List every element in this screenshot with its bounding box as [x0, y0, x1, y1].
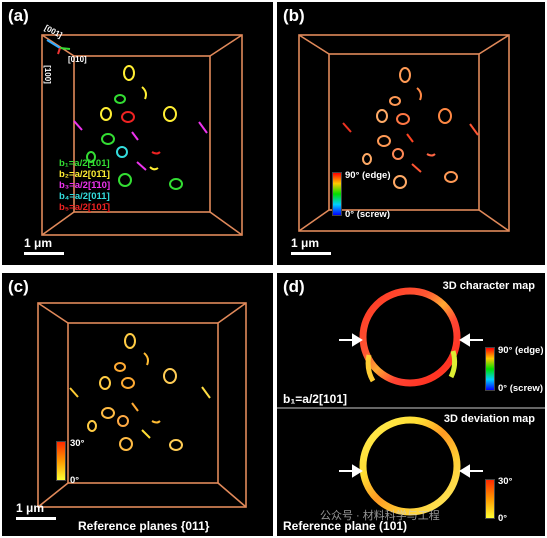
panel-d: (d) 3D character map 90° (edge) 0° (scre… [277, 273, 545, 536]
deviation-colorbar [56, 441, 66, 481]
colorbar-top-label: 30° [498, 476, 513, 487]
panel-d-label: (d) [283, 277, 305, 296]
legend-b1: b₁=a/2[101] [59, 158, 110, 169]
colorbar-bottom-label: 0° [70, 475, 80, 486]
panel-d-divider [277, 407, 545, 409]
colorbar-top-label: 90° (edge) [345, 170, 391, 181]
panel-c-graphic [37, 302, 247, 508]
panel-a: (a) [001] [010] [100] b₁=a/2[101] b₂=a/2… [2, 2, 273, 265]
scale-bar-b-line [291, 252, 331, 255]
character-colorbar [332, 172, 342, 216]
arrow-right-icon [352, 464, 363, 478]
dislocation-loops [69, 333, 211, 451]
legend-b2: b₂=a/2[01̄1] [59, 169, 110, 180]
bounding-box [298, 34, 510, 232]
colorbar-bottom-label: 0° [498, 513, 508, 524]
scale-bar-a-line [24, 252, 64, 255]
deviation-map-title: 3D deviation map [443, 413, 535, 425]
character-colorbar [485, 347, 495, 391]
scale-bar-c-label: 1 μm [16, 501, 45, 515]
legend-b3: b₃=a/2[1̄10] [59, 180, 111, 191]
panel-b-graphic [298, 34, 510, 232]
panel-c-caption: Reference planes {011} [78, 519, 210, 533]
panel-c-label: (c) [8, 277, 29, 296]
dislocation-loops [73, 65, 208, 190]
panel-b-label: (b) [283, 6, 305, 25]
character-loop [359, 287, 461, 387]
character-map-title: 3D character map [442, 280, 535, 292]
scale-bar-a-label: 1 μm [24, 236, 53, 250]
scale-bar-b: 1 μm [291, 236, 331, 255]
watermark: 公众号 · 材料科学与工程 [320, 510, 440, 522]
scale-bar-c: 1 μm [16, 501, 56, 520]
panel-d-caption: Reference plane (101) [283, 519, 408, 533]
colorbar-top-label: 30° [70, 438, 85, 449]
axis-label-010: [010] [68, 55, 87, 64]
arrow-left-icon [459, 333, 470, 347]
panel-b: (b) 90° (edge) 0° (screw) 1 μm [277, 2, 545, 265]
axis-label-100: [100] [42, 65, 52, 84]
scale-bar-a: 1 μm [24, 236, 64, 255]
arrow-left-icon [459, 464, 470, 478]
arrow-right-icon [352, 333, 363, 347]
colorbar-bottom-label: 0° (screw) [345, 209, 390, 220]
colorbar-bottom-label: 0° (screw) [498, 383, 543, 394]
arrow-icons [339, 333, 483, 478]
dislocation-loops [342, 67, 479, 189]
deviation-loop [359, 416, 461, 516]
bounding-box [41, 34, 243, 236]
legend-b5: b₅=a/2[101̄] [59, 202, 111, 213]
panel-a-graphic [41, 34, 243, 236]
panel-c: (c) 30° 0° 1 μm Reference planes {011} [2, 273, 273, 536]
scale-bar-c-line [16, 517, 56, 520]
axis-triad [46, 39, 71, 55]
panel-d-graphic [339, 287, 483, 516]
colorbar-top-label: 90° (edge) [498, 345, 544, 356]
legend-b4: b₄=a/2[011] [59, 191, 110, 202]
bounding-box [37, 302, 247, 508]
burgers-vector-label: b₁=a/2[101] [283, 392, 347, 406]
scale-bar-b-label: 1 μm [291, 236, 320, 250]
burgers-legend: b₁=a/2[101] b₂=a/2[01̄1] b₃=a/2[1̄10] b₄… [59, 158, 110, 213]
deviation-colorbar [485, 479, 495, 519]
panel-a-label: (a) [8, 6, 29, 25]
